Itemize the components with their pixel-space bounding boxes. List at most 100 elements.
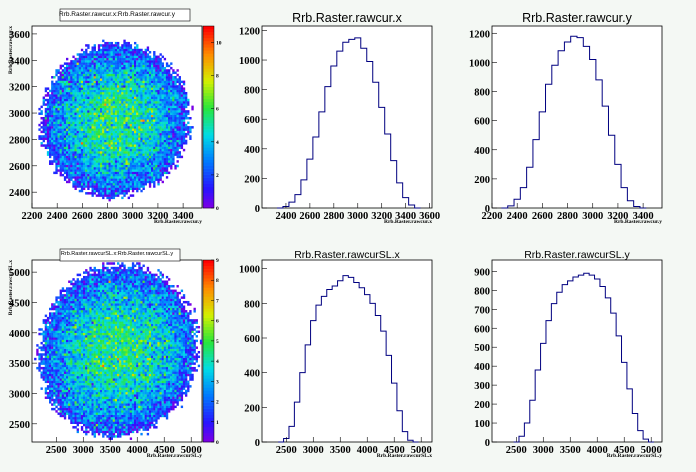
heatmap-cell [83, 162, 86, 165]
color-scale-step [203, 71, 214, 75]
heatmap-cell [76, 396, 79, 399]
heatmap-cell [117, 153, 120, 156]
heatmap-cell [159, 66, 162, 70]
heatmap-cell [49, 371, 52, 374]
heatmap-cell [176, 164, 179, 168]
heatmap-cell [53, 335, 56, 338]
heatmap-cell [100, 44, 103, 47]
heatmap-cell [155, 137, 158, 140]
heatmap-cell [55, 323, 58, 327]
heatmap-cell [106, 91, 109, 95]
heatmap-cell [76, 410, 79, 413]
heatmap-cell [63, 142, 67, 145]
heatmap-cell [61, 316, 65, 320]
heatmap-cell [57, 391, 60, 395]
heatmap-cell [106, 57, 109, 61]
heatmap-cell [51, 96, 54, 100]
heatmap-cell [140, 105, 143, 109]
heatmap-cell [89, 126, 92, 129]
heatmap-cell [159, 64, 162, 68]
heatmap-cell [74, 282, 77, 286]
heatmap-cell [63, 314, 67, 318]
heatmap-cell [57, 403, 60, 406]
heatmap-cell [61, 330, 65, 333]
heatmap-cell [159, 135, 162, 138]
heatmap-cell [170, 139, 173, 143]
heatmap-cell [102, 94, 105, 97]
heatmap-cell [76, 64, 79, 68]
heatmap-cell [83, 382, 86, 386]
heatmap-cell [153, 121, 156, 125]
heatmap-cell [66, 130, 69, 134]
heatmap-cell [63, 344, 67, 347]
heatmap-cell [157, 87, 160, 90]
heatmap-cell [74, 128, 77, 131]
heatmap-cell [63, 132, 67, 136]
heatmap-cell [170, 89, 173, 93]
heatmap-cell [83, 344, 86, 347]
heatmap-cell [55, 312, 58, 315]
heatmap-cell [127, 110, 130, 113]
heatmap-cell [83, 51, 86, 54]
heatmap-cell [176, 105, 179, 109]
heatmap-cell [95, 64, 99, 68]
heatmap-cell [131, 135, 135, 138]
heatmap-cell [148, 69, 152, 72]
heatmap-cell [174, 98, 177, 102]
heatmap-cell [172, 119, 175, 122]
heatmap-cell [87, 121, 90, 125]
heatmap-cell [102, 155, 105, 159]
heatmap-cell [148, 171, 152, 175]
heatmap-cell [159, 114, 162, 118]
heatmap-cell [136, 146, 139, 150]
heatmap-cell [129, 114, 133, 118]
heatmap-cell [112, 121, 116, 125]
heatmap-cell [42, 378, 45, 381]
heatmap-cell [157, 139, 160, 143]
heatmap-cell [87, 112, 90, 115]
heatmap-cell [117, 78, 120, 81]
heatmap-cell [104, 91, 107, 95]
heatmap-cell [80, 287, 84, 290]
heatmap-cell [78, 151, 82, 154]
heatmap-cell [66, 110, 69, 113]
heatmap-cell [104, 89, 107, 93]
heatmap-cell [49, 373, 52, 377]
heatmap-cell [108, 73, 111, 77]
heatmap-cell [72, 89, 75, 93]
heatmap-cell [93, 121, 96, 125]
heatmap-cell [78, 53, 82, 56]
heatmap-cell [165, 160, 169, 163]
heatmap-cell [78, 300, 82, 304]
heatmap-cell [38, 135, 41, 138]
heatmap-cell [68, 394, 71, 397]
heatmap-cell [117, 123, 120, 127]
heatmap-cell [61, 294, 65, 297]
heatmap-cell [70, 294, 73, 297]
heatmap-cell [157, 121, 160, 125]
heatmap-cell [70, 366, 73, 370]
heatmap-cell [68, 130, 71, 134]
heatmap-cell [151, 130, 154, 134]
heatmap-cell [42, 101, 45, 104]
heatmap-cell [61, 319, 65, 322]
heatmap-cell [70, 419, 73, 422]
heatmap-cell [83, 135, 86, 138]
heatmap-cell [155, 76, 158, 79]
heatmap-cell [168, 110, 171, 113]
heatmap-cell [157, 114, 160, 118]
heatmap-cell [146, 139, 150, 143]
heatmap-cell [66, 87, 69, 90]
heatmap-cell [138, 80, 141, 84]
heatmap-cell [182, 89, 186, 93]
heatmap-cell [151, 117, 154, 120]
heatmap-cell [163, 135, 167, 138]
heatmap-cell [68, 87, 71, 90]
heatmap-cell [159, 119, 162, 122]
heatmap-cell [140, 139, 143, 143]
heatmap-cell [93, 130, 96, 134]
heatmap-cell [63, 412, 67, 415]
heatmap-cell [117, 66, 120, 70]
heatmap-cell [36, 366, 39, 370]
heatmap-cell [168, 87, 171, 90]
